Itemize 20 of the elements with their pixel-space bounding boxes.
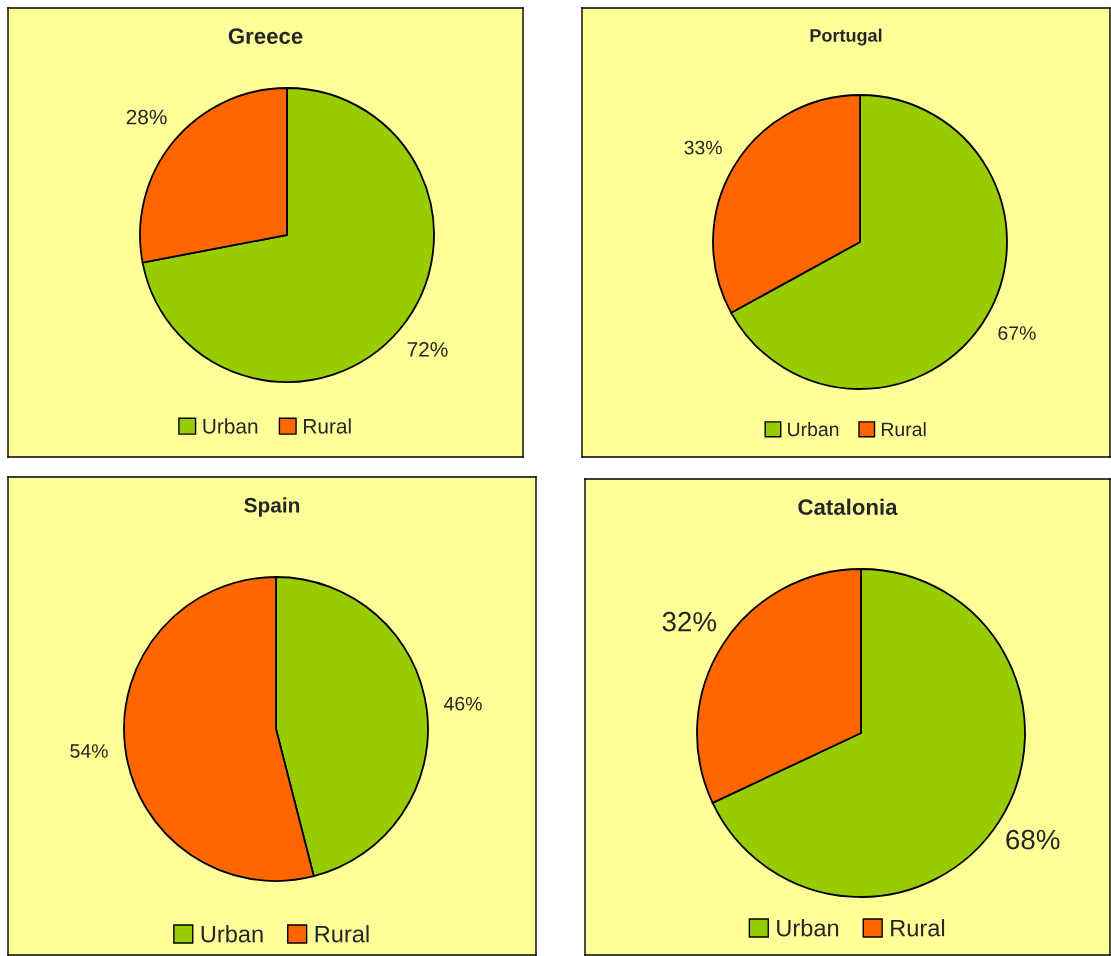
legend-label: Urban — [777, 919, 839, 937]
data-label: 33% — [684, 140, 722, 155]
data-label: 54% — [70, 744, 108, 758]
chart-title: Greece — [228, 28, 303, 44]
legend-label: Urban — [201, 925, 263, 943]
chart-title: Catalonia — [798, 498, 898, 515]
legend-label: Rural — [891, 919, 945, 937]
legend-label: Urban — [788, 421, 839, 437]
data-label: 68% — [1006, 829, 1060, 850]
data-label: 67% — [998, 326, 1036, 341]
legend-label: Rural — [881, 421, 926, 437]
legend-label: Urban — [203, 418, 258, 434]
data-label: 72% — [407, 342, 448, 357]
data-label: 46% — [443, 696, 482, 711]
chart-title: Portugal — [810, 28, 882, 46]
legend-label: Rural — [304, 418, 351, 434]
chart-title: Spain — [244, 497, 300, 517]
data-label: 32% — [662, 611, 717, 632]
legend-label: Rural — [315, 925, 369, 943]
data-label: 28% — [126, 109, 167, 125]
